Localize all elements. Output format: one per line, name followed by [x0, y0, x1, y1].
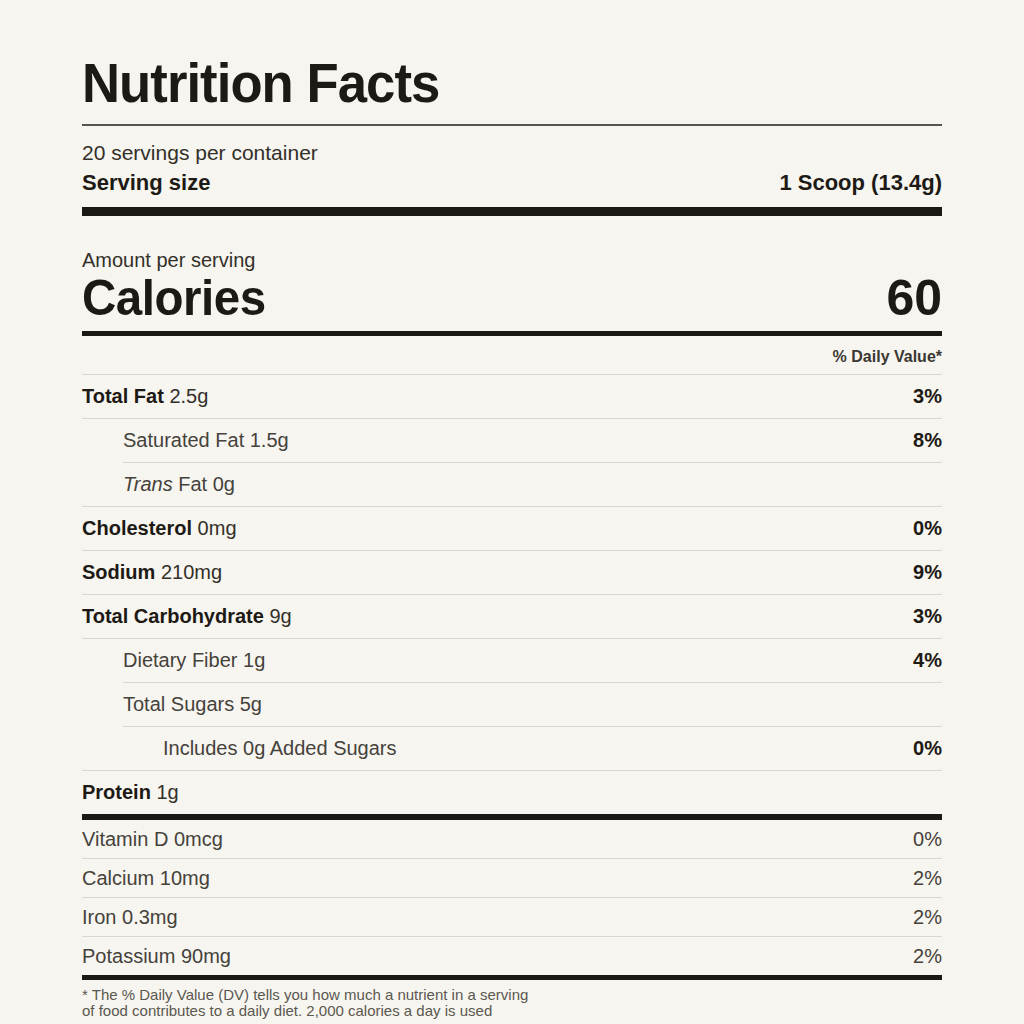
nutrient-amount: 2.5g — [169, 385, 208, 407]
nutrient-amount: 9g — [269, 605, 291, 627]
micronutrient-name: Calcium — [82, 867, 154, 889]
nutrient-row-saturated-fat: Saturated Fat 1.5g 8% — [82, 419, 942, 462]
thick-rule-top — [82, 207, 942, 216]
nutrient-name: Saturated Fat — [123, 429, 244, 451]
nutrient-dv: 9% — [913, 561, 942, 584]
label-title: Nutrition Facts — [82, 56, 439, 110]
daily-value-header: % Daily Value* — [82, 347, 942, 367]
thick-rule-calories — [82, 331, 942, 336]
calories-label: Calories — [82, 272, 266, 324]
nutrient-name: Dietary Fiber — [123, 649, 237, 671]
nutrient-amount: 0g — [213, 473, 235, 495]
nutrient-row-dietary-fiber: Dietary Fiber 1g 4% — [82, 639, 942, 682]
micronutrient-row-iron: Iron 0.3mg 2% — [82, 898, 942, 936]
nutrient-row-total-carbohydrate: Total Carbohydrate 9g 3% — [82, 595, 942, 638]
nutrient-name: Total Sugars — [123, 693, 234, 715]
nutrient-amount: 0mg — [198, 517, 237, 539]
micronutrient-amount: 0mcg — [174, 828, 223, 850]
nutrient-amount: 210mg — [161, 561, 222, 583]
nutrient-amount: 1g — [156, 781, 178, 803]
micronutrient-dv: 2% — [913, 945, 942, 968]
micronutrient-name: Vitamin D — [82, 828, 168, 850]
servings-per-container: 20 servings per container — [82, 139, 942, 166]
micronutrient-amount: 10mg — [160, 867, 210, 889]
nutrient-dv: 0% — [913, 517, 942, 540]
nutrient-name: Sodium — [82, 561, 155, 583]
micronutrient-dv: 2% — [913, 867, 942, 890]
nutrient-row-added-sugars: Includes 0g Added Sugars 0% — [82, 727, 942, 770]
calories-row: Calories 60 — [82, 272, 942, 324]
nutrient-dv: 0% — [913, 737, 942, 760]
nutrient-row-total-sugars: Total Sugars 5g — [82, 683, 942, 726]
nutrient-name: Includes 0g Added Sugars — [163, 737, 397, 759]
nutrient-name: Total Carbohydrate — [82, 605, 264, 627]
daily-value-footnote: * The % Daily Value (DV) tells you how m… — [82, 987, 942, 1019]
micronutrient-dv: 0% — [913, 828, 942, 851]
nutrient-name: Cholesterol — [82, 517, 192, 539]
thick-rule-bottom — [82, 975, 942, 980]
nutrient-dv: 4% — [913, 649, 942, 672]
micronutrient-amount: 0.3mg — [122, 906, 178, 928]
nutrient-amount: 5g — [240, 693, 262, 715]
nutrient-row-cholesterol: Cholesterol 0mg 0% — [82, 507, 942, 550]
serving-size-value: 1 Scoop (13.4g) — [779, 169, 942, 197]
nutrient-row-total-fat: Total Fat 2.5g 3% — [82, 375, 942, 418]
footnote-line-2: of food contributes to a daily diet. 2,0… — [82, 1003, 942, 1019]
footnote-line-1: * The % Daily Value (DV) tells you how m… — [82, 987, 942, 1003]
micronutrient-row-vitamin-d: Vitamin D 0mcg 0% — [82, 820, 942, 858]
nutrition-facts-label: Nutrition Facts 20 servings per containe… — [0, 0, 1024, 1024]
nutrient-dv: 3% — [913, 605, 942, 628]
serving-size-label: Serving size — [82, 169, 210, 197]
nutrient-amount: 1g — [243, 649, 265, 671]
calories-value: 60 — [886, 272, 942, 324]
title-rule — [82, 124, 942, 126]
micronutrient-amount: 90mg — [181, 945, 231, 967]
nutrient-dv: 8% — [913, 429, 942, 452]
nutrient-name-italic: Trans — [123, 473, 173, 495]
nutrient-name: Protein — [82, 781, 151, 803]
micronutrient-row-calcium: Calcium 10mg 2% — [82, 859, 942, 897]
nutrient-amount: 1.5g — [250, 429, 289, 451]
micronutrient-dv: 2% — [913, 906, 942, 929]
nutrient-name: Fat — [178, 473, 207, 495]
amount-per-serving: Amount per serving — [82, 248, 942, 272]
nutrient-row-sodium: Sodium 210mg 9% — [82, 551, 942, 594]
nutrient-row-trans-fat: Trans Fat 0g — [82, 463, 942, 506]
nutrient-dv: 3% — [913, 385, 942, 408]
micronutrient-row-potassium: Potassium 90mg 2% — [82, 937, 942, 975]
micronutrient-name: Potassium — [82, 945, 175, 967]
micronutrient-name: Iron — [82, 906, 116, 928]
serving-size-row: Serving size 1 Scoop (13.4g) — [82, 169, 942, 197]
nutrient-name: Total Fat — [82, 385, 164, 407]
nutrient-row-protein: Protein 1g — [82, 771, 942, 814]
